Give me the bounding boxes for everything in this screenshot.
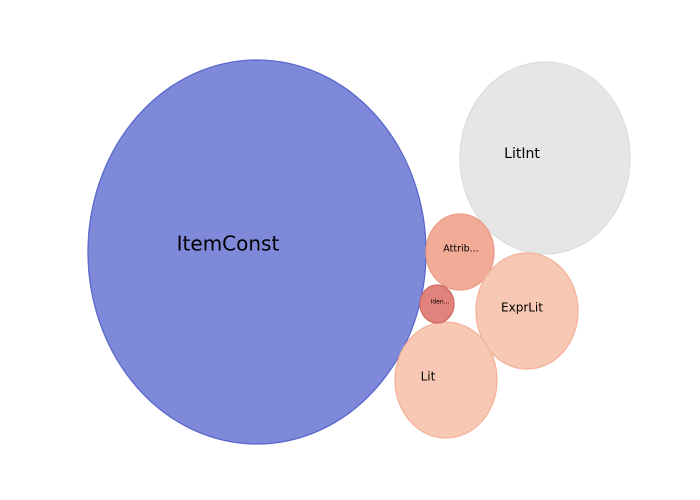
bubble-label-attrib: Attrib... xyxy=(443,244,478,255)
bubble-shape-exprlit xyxy=(475,252,579,370)
bubble-attrib: Attrib... xyxy=(425,213,495,291)
bubble-label-iden: Iden... xyxy=(431,299,450,306)
bubble-litint: LitInt xyxy=(459,61,631,255)
bubble-label-itemconst: ItemConst xyxy=(177,232,280,256)
bubble-itemconst: ItemConst xyxy=(87,59,427,445)
bubble-label-lit: Lit xyxy=(421,370,436,384)
bubble-exprlit: ExprLit xyxy=(475,252,579,370)
bubble-iden: Iden... xyxy=(419,284,455,324)
bubble-label-litint: LitInt xyxy=(504,146,540,162)
bubble-lit: Lit xyxy=(394,321,498,439)
bubble-shape-iden xyxy=(419,284,455,324)
bubble-shape-attrib xyxy=(425,213,495,291)
bubble-shape-lit xyxy=(394,321,498,439)
bubble-label-exprlit: ExprLit xyxy=(501,301,543,315)
bubble-shape-litint xyxy=(459,61,631,255)
